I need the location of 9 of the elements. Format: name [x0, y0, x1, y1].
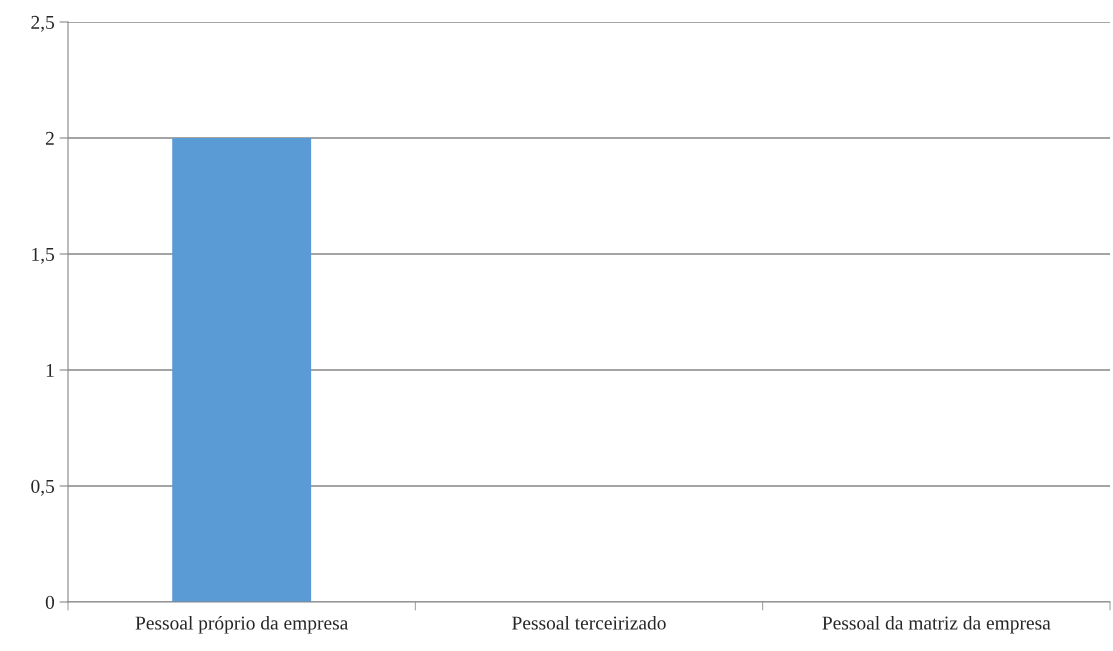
- y-tick-label: 0: [45, 595, 55, 609]
- y-tick-label: 0,5: [31, 479, 55, 496]
- y-tick-label: 1,5: [32, 247, 55, 264]
- y-tick-label: 1: [46, 363, 54, 377]
- x-tick-label: Pessoal terceirizado: [512, 615, 666, 630]
- y-tick-label: 2: [45, 131, 54, 145]
- y-tick-label: 2,5: [31, 15, 55, 32]
- x-tick-label: Pessoal próprio da empresa: [135, 615, 349, 634]
- x-tick-label: Pessoal da matriz da empresa: [822, 615, 1051, 634]
